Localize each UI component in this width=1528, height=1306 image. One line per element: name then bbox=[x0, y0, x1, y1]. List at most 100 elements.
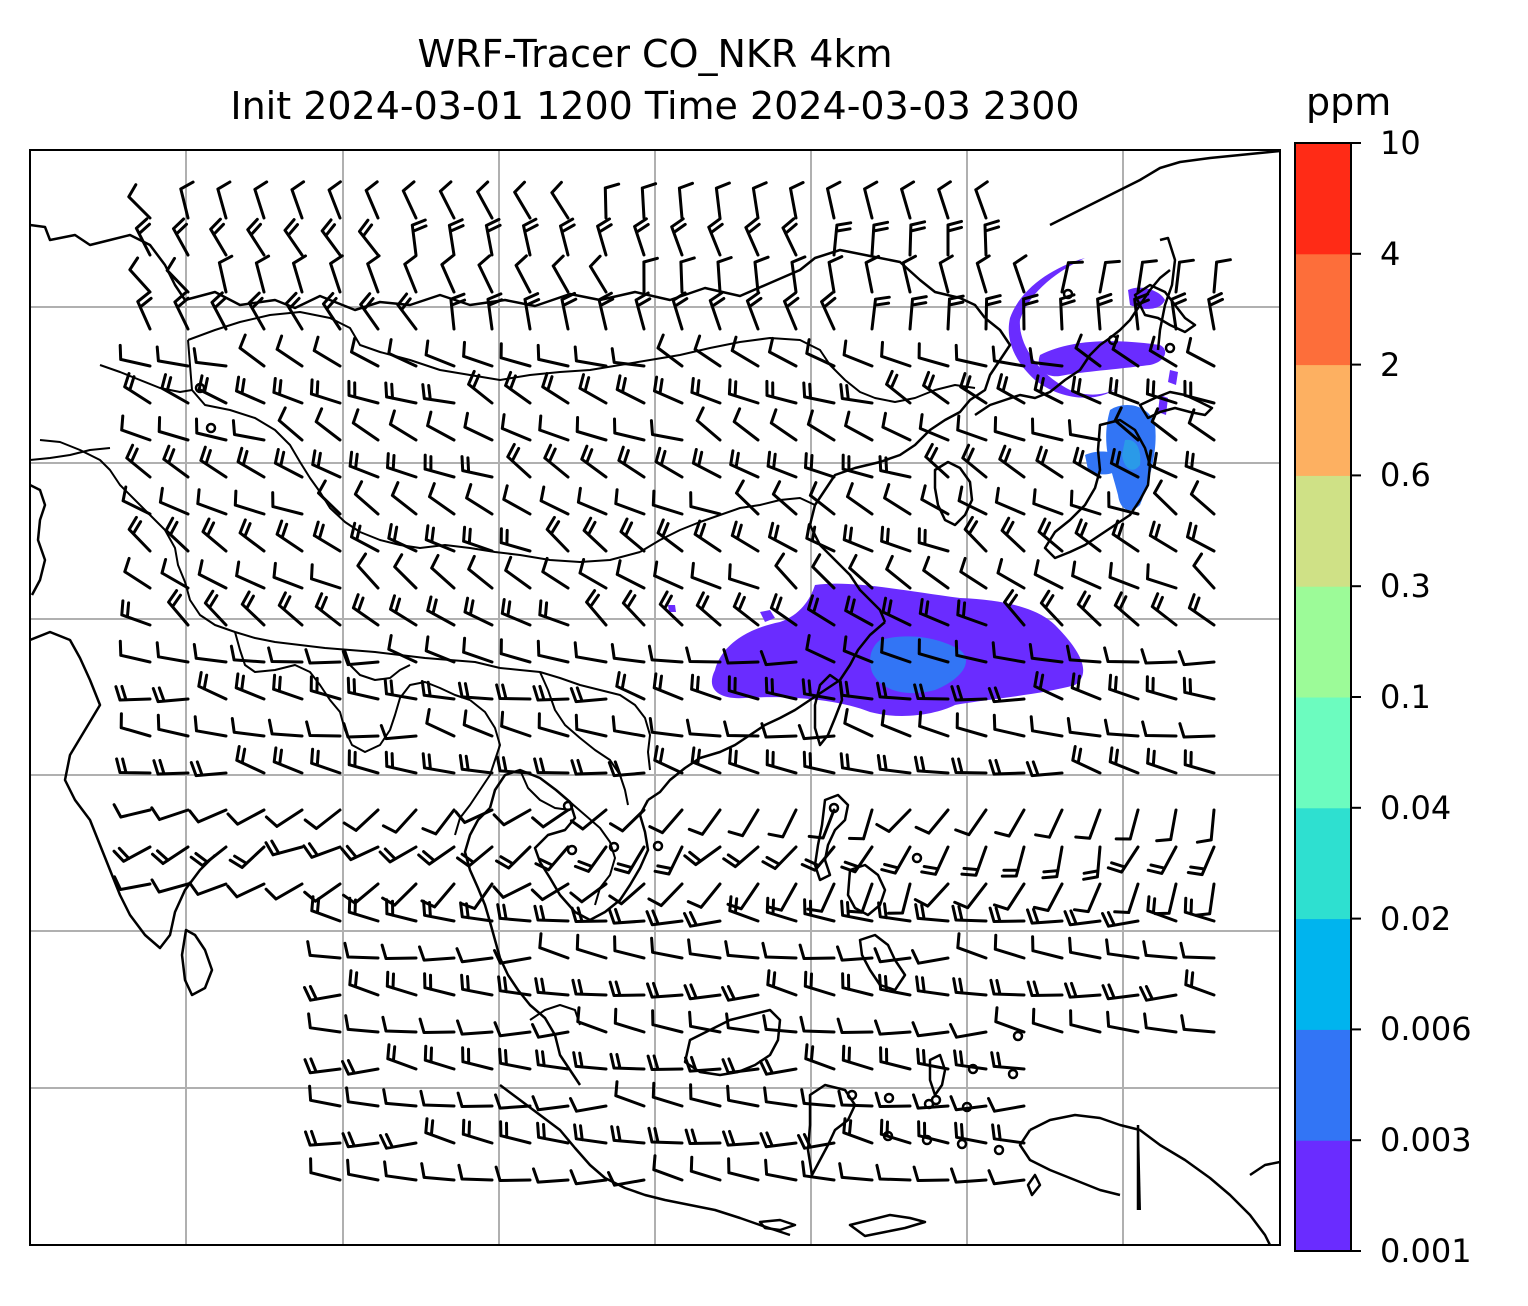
wind-barb bbox=[492, 882, 532, 899]
wind-barb bbox=[1067, 419, 1102, 442]
wind-barb bbox=[574, 713, 608, 738]
wind-barb bbox=[113, 875, 152, 891]
wind-barb bbox=[804, 1043, 836, 1071]
wind-barb bbox=[951, 904, 988, 923]
wind-barb bbox=[310, 747, 342, 775]
chart-title: WRF-Tracer CO_NKR 4km bbox=[417, 32, 893, 76]
wind-barb bbox=[839, 752, 874, 775]
wind-barb bbox=[1105, 938, 1140, 960]
wind-barb bbox=[690, 561, 722, 590]
wind-barb bbox=[493, 1021, 532, 1038]
wind-barb bbox=[424, 1117, 456, 1145]
wind-barb bbox=[173, 291, 190, 331]
wind-barb bbox=[467, 554, 494, 590]
wind-barb bbox=[1174, 258, 1195, 294]
wind-barb bbox=[420, 1162, 456, 1182]
wind-barb bbox=[648, 808, 684, 835]
wind-barb bbox=[917, 638, 950, 664]
wind-barb bbox=[235, 745, 266, 775]
wind-barb bbox=[609, 1052, 646, 1071]
wind-barb bbox=[842, 1117, 874, 1145]
wind-barb bbox=[492, 808, 532, 827]
wind-barb bbox=[1170, 292, 1187, 331]
wind-barb bbox=[290, 180, 306, 220]
wind-barb bbox=[790, 255, 807, 294]
wind-barb bbox=[272, 673, 304, 701]
wind-barb bbox=[1108, 377, 1140, 405]
wind-barb bbox=[954, 343, 988, 368]
wind-barb bbox=[570, 906, 608, 923]
wind-barb bbox=[1114, 808, 1140, 841]
wind-barb bbox=[610, 1125, 646, 1145]
wind-barb bbox=[314, 407, 342, 442]
wind-barb bbox=[654, 446, 684, 479]
wind-barb bbox=[652, 672, 684, 701]
wind-barb bbox=[216, 180, 232, 220]
wind-barb bbox=[1064, 981, 1102, 999]
wind-barb bbox=[1183, 379, 1216, 405]
wind-barb bbox=[722, 1129, 760, 1147]
wind-barb bbox=[769, 408, 798, 442]
wind-barb bbox=[420, 680, 456, 701]
colorbar-tick-label: 0.6 bbox=[1380, 456, 1431, 495]
wind-barb bbox=[875, 681, 912, 701]
wind-barb bbox=[836, 1017, 874, 1034]
colorbar-tick-label: 0.003 bbox=[1380, 1121, 1472, 1160]
wind-barb bbox=[493, 949, 532, 965]
wind-barb bbox=[721, 985, 760, 1002]
wind-barb bbox=[1148, 520, 1178, 553]
wind-barb bbox=[1184, 969, 1216, 997]
wind-barb bbox=[1187, 408, 1216, 442]
wind-barb bbox=[189, 845, 228, 868]
wind-barb bbox=[419, 1089, 456, 1108]
wind-barb bbox=[924, 442, 950, 479]
wind-barb bbox=[954, 1121, 988, 1145]
wind-barb bbox=[423, 1044, 456, 1071]
colorbar-unit: ppm bbox=[1306, 80, 1392, 124]
wind-barb bbox=[383, 678, 418, 701]
wind-barb bbox=[820, 291, 837, 331]
wind-barb bbox=[410, 218, 428, 257]
wind-barb bbox=[504, 555, 532, 590]
wind-barb bbox=[545, 515, 570, 553]
wind-barb bbox=[994, 1006, 1026, 1034]
wind-barb bbox=[499, 1120, 532, 1145]
wind-barb bbox=[1150, 407, 1178, 442]
wind-barb bbox=[155, 345, 190, 368]
wind-barb bbox=[588, 254, 608, 294]
wind-barb bbox=[912, 1165, 950, 1182]
wind-barb bbox=[272, 377, 304, 405]
wind-barb bbox=[539, 485, 570, 516]
wind-barb bbox=[192, 347, 228, 368]
wind-barb bbox=[385, 898, 418, 923]
wind-barb bbox=[1179, 941, 1216, 960]
wind-barb bbox=[267, 718, 304, 738]
wind-barb bbox=[725, 1012, 760, 1034]
wind-barb bbox=[389, 594, 418, 627]
wind-barb bbox=[575, 416, 608, 442]
wind-barb bbox=[878, 973, 912, 997]
wind-barb bbox=[387, 634, 418, 664]
wind-barb bbox=[499, 527, 532, 553]
colorbar-band bbox=[1295, 364, 1351, 476]
wind-barb bbox=[1034, 808, 1064, 839]
colorbar-band bbox=[1295, 697, 1351, 809]
colorbar-band bbox=[1295, 1029, 1351, 1141]
wind-barb bbox=[530, 882, 570, 902]
wind-barb bbox=[765, 896, 798, 923]
wind-barb bbox=[541, 556, 570, 590]
wind-barb bbox=[228, 845, 266, 869]
wind-barb bbox=[685, 646, 722, 664]
wind-barb bbox=[188, 881, 228, 896]
wind-barb bbox=[1153, 479, 1178, 516]
wind-barb bbox=[277, 406, 304, 442]
wind-barb bbox=[210, 291, 228, 331]
wind-barb bbox=[456, 845, 494, 868]
wind-barb bbox=[805, 523, 836, 553]
wind-barb bbox=[1111, 334, 1140, 368]
wind-barb bbox=[950, 1167, 988, 1184]
wind-barb bbox=[651, 489, 684, 516]
wind-barb bbox=[341, 650, 380, 667]
wind-barb bbox=[112, 803, 152, 819]
wind-barb bbox=[994, 486, 1026, 516]
